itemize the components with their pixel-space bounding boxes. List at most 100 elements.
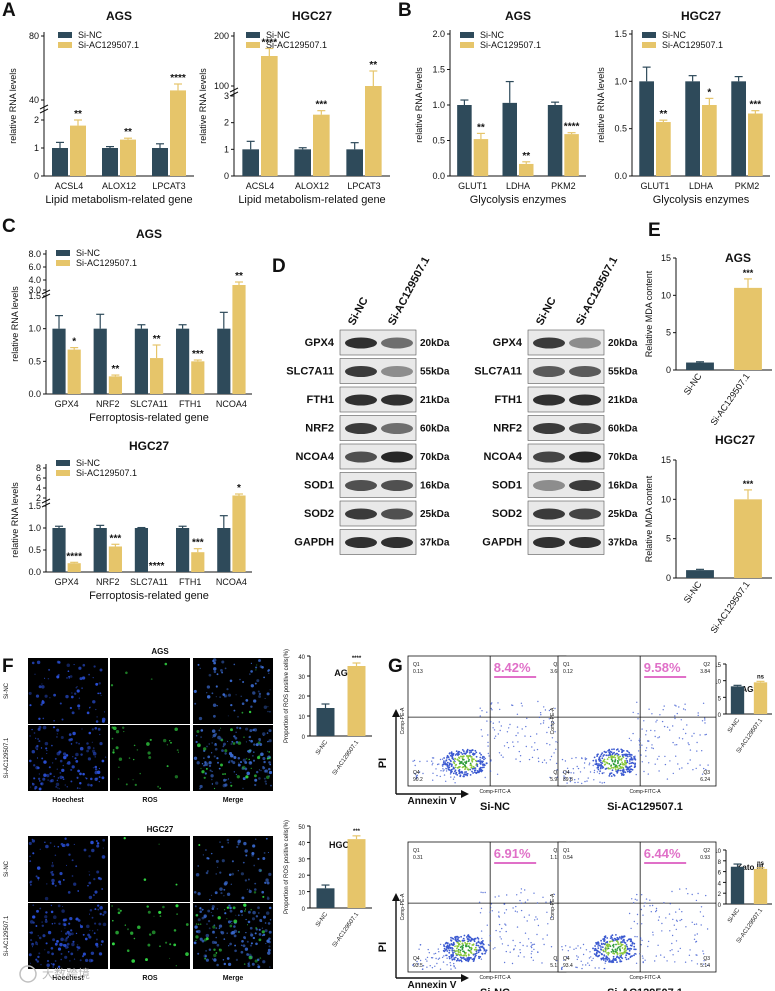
event-dot (658, 770, 660, 772)
cell-dot (99, 877, 102, 881)
cell-dot (228, 873, 232, 876)
cell-dot (70, 743, 73, 745)
event-dot (452, 951, 454, 954)
cell-dot (117, 778, 120, 780)
event-dot (509, 951, 511, 953)
cell-dot (93, 877, 96, 881)
cell-dot (232, 761, 236, 765)
cell-dot (207, 755, 211, 759)
cell-dot (252, 691, 256, 695)
cell-dot (35, 694, 40, 698)
cell-dot (206, 923, 208, 925)
event-dot (521, 728, 523, 730)
bar-nc (217, 328, 231, 394)
y-axis-label: relative RNA levels (10, 482, 20, 558)
event-dot (474, 749, 477, 752)
cell-dot (57, 673, 60, 677)
event-dot (581, 967, 583, 970)
kda-label: 16kDa (608, 481, 638, 492)
cell-dot (253, 774, 257, 778)
event-dot (663, 725, 666, 728)
cell-dot (72, 731, 76, 736)
event-dot (618, 767, 621, 770)
cell-dot (201, 763, 204, 765)
event-dot (487, 734, 489, 736)
cell-dot (87, 757, 92, 761)
y-tick-label: 0 (666, 573, 671, 583)
event-dot (536, 902, 539, 904)
event-dot (447, 768, 450, 771)
event-dot (633, 948, 636, 951)
event-dot (611, 934, 614, 937)
band-nc (533, 394, 565, 406)
event-dot (639, 738, 641, 740)
significance-label: *** (192, 538, 204, 549)
event-dot (549, 744, 551, 746)
event-dot (611, 938, 614, 941)
event-dot (704, 722, 706, 724)
event-dot (614, 759, 617, 761)
event-dot (486, 924, 488, 926)
significance-label: *** (315, 100, 327, 111)
chart-c2: HGC27Si-NCSi-AC129507.10.00.51.01.52468r… (10, 439, 252, 602)
cell-dot (79, 746, 84, 751)
event-dot (665, 917, 667, 919)
event-dot (699, 764, 701, 766)
cell-dot (65, 937, 68, 940)
pi-axis-label: PI (377, 942, 389, 952)
event-dot (636, 899, 638, 901)
event-dot (474, 771, 476, 774)
event-dot (603, 764, 606, 766)
cell-dot (224, 909, 226, 911)
cell-dot (60, 958, 62, 961)
cell-dot (227, 761, 231, 764)
cell-dot (46, 883, 48, 885)
cell-dot (88, 731, 92, 735)
event-dot (456, 774, 459, 776)
cell-dot (49, 772, 52, 776)
event-dot (471, 770, 473, 773)
cell-dot (185, 923, 189, 926)
significance-label: ** (153, 334, 161, 345)
cell-dot (213, 787, 216, 790)
y-tick-label: 0 (666, 365, 671, 375)
cell-dot (70, 932, 74, 936)
event-dot (490, 707, 492, 710)
cell-dot (100, 944, 103, 946)
event-dot (448, 955, 451, 958)
cell-dot (267, 710, 269, 713)
event-dot (432, 772, 434, 774)
event-dot (629, 948, 632, 950)
event-dot (610, 951, 613, 953)
cell-dot (95, 682, 99, 686)
significance-label: * (707, 87, 711, 98)
cell-dot (99, 692, 102, 695)
event-dot (649, 899, 651, 901)
cell-dot (102, 922, 107, 927)
cell-dot (219, 841, 221, 843)
event-dot (467, 934, 470, 936)
cell-dot (267, 951, 271, 955)
cell-dot (53, 775, 55, 778)
cell-dot (57, 965, 61, 969)
cell-dot (145, 958, 148, 962)
event-dot (637, 718, 639, 720)
x-axis-label: Ferroptosis-related gene (89, 412, 209, 424)
cell-dot (238, 762, 240, 764)
bar-nc (93, 328, 107, 394)
cell-dot (70, 952, 74, 956)
event-dot (597, 753, 599, 756)
event-dot (566, 767, 569, 769)
event-dot (630, 758, 633, 761)
significance-label: ** (124, 127, 132, 138)
event-dot (583, 767, 586, 769)
y-tick-label: 1.0 (614, 76, 627, 86)
cell-dot (77, 704, 81, 708)
event-dot (627, 753, 629, 756)
y-tick-label: 15 (661, 253, 671, 263)
event-dot (591, 959, 593, 962)
event-dot (641, 939, 643, 942)
cell-dot (59, 775, 63, 780)
cell-dot (59, 759, 63, 763)
event-dot (656, 758, 659, 760)
